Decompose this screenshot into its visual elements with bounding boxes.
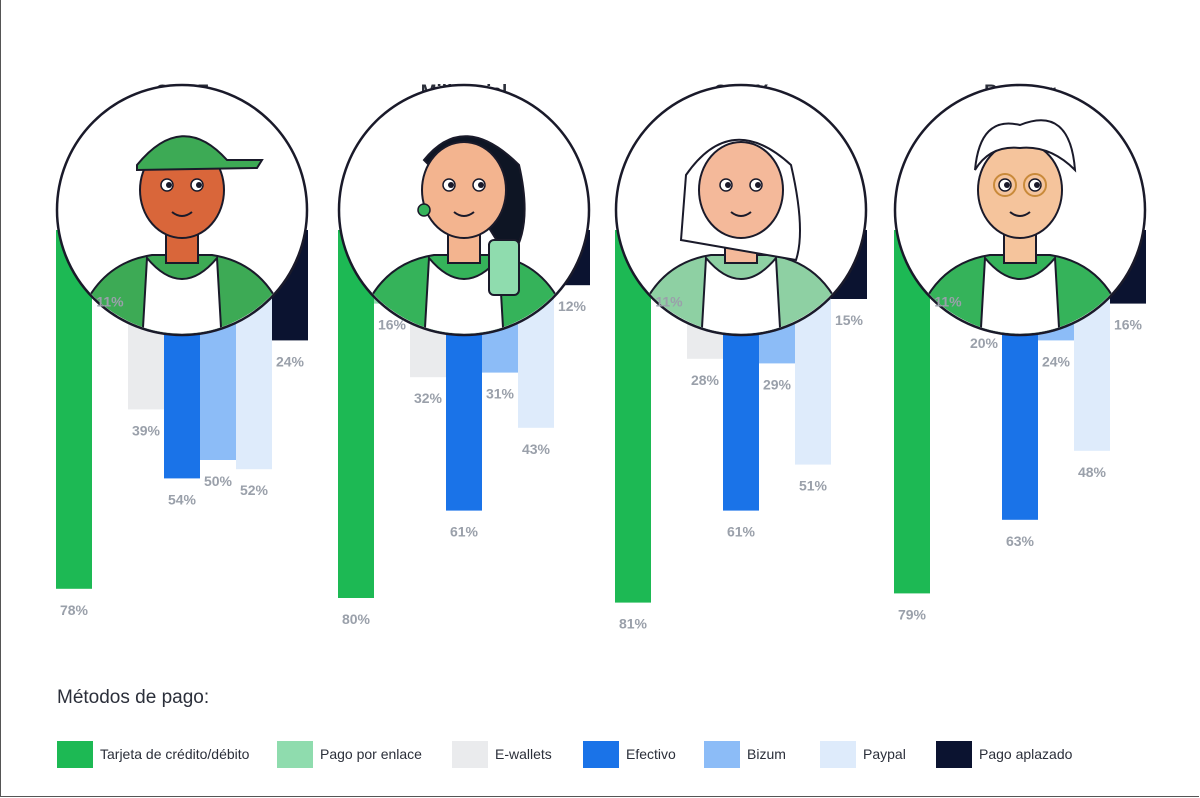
- legend-item: Pago aplazado: [936, 740, 1072, 768]
- data-label: 11%: [655, 294, 683, 310]
- bar: [615, 230, 651, 603]
- data-label: 29%: [763, 376, 792, 392]
- data-label: 39%: [132, 422, 161, 438]
- legend-swatch: [583, 740, 619, 768]
- data-label: 43%: [522, 441, 551, 457]
- data-label: 78%: [60, 602, 89, 618]
- data-label: 50%: [204, 473, 233, 489]
- legend-label: Efectivo: [626, 746, 676, 762]
- legend-swatch: [820, 740, 856, 768]
- chart-canvas: Gen Z78%11%39%54%50%52%24%Millennial80%1…: [55, 82, 1147, 632]
- data-label: 20%: [970, 335, 999, 351]
- legend-item: Bizum: [704, 740, 786, 768]
- legend-item: Paypal: [820, 740, 906, 768]
- legend-label: Pago aplazado: [979, 746, 1073, 762]
- data-label: 61%: [450, 524, 479, 540]
- data-label: 31%: [486, 386, 515, 402]
- legend: Tarjeta de crédito/débito Pago por enlace…: [57, 740, 1157, 772]
- legend-item: Pago por enlace: [277, 740, 422, 768]
- group-illustration: [337, 83, 591, 337]
- data-label: 48%: [1078, 464, 1107, 480]
- data-label: 80%: [342, 611, 371, 627]
- legend-swatch: [277, 740, 313, 768]
- group-illustration: [614, 83, 868, 337]
- data-label: 63%: [1006, 533, 1035, 549]
- legend-label: Tarjeta de crédito/débito: [100, 746, 250, 762]
- data-label: 16%: [1114, 317, 1143, 333]
- legend-label: Paypal: [863, 746, 906, 762]
- legend-label: Pago por enlace: [320, 746, 422, 762]
- data-label: 79%: [898, 606, 927, 622]
- data-label: 24%: [1042, 353, 1071, 369]
- group-illustration: [893, 83, 1147, 337]
- data-label: 16%: [378, 317, 407, 333]
- legend-label: E-wallets: [495, 746, 552, 762]
- data-label: 54%: [168, 491, 197, 507]
- data-label: 15%: [835, 312, 864, 328]
- data-label: 81%: [619, 616, 648, 632]
- legend-item: Tarjeta de crédito/débito: [57, 740, 249, 768]
- data-label: 32%: [414, 390, 443, 406]
- group-illustration: [55, 83, 309, 337]
- legend-swatch: [936, 740, 972, 768]
- legend-item: Efectivo: [583, 740, 676, 768]
- data-label: 28%: [691, 372, 720, 388]
- data-label: 12%: [558, 298, 587, 314]
- legend-swatch: [452, 740, 488, 768]
- data-label: 51%: [799, 478, 828, 494]
- data-label: 11%: [96, 294, 124, 310]
- legend-item: E-wallets: [452, 740, 552, 768]
- data-label: 24%: [276, 353, 305, 369]
- legend-swatch: [704, 740, 740, 768]
- legend-swatch: [57, 740, 93, 768]
- data-label: 52%: [240, 482, 269, 498]
- data-label: 61%: [727, 524, 756, 540]
- legend-title: Métodos de pago:: [57, 687, 210, 708]
- data-label: 11%: [934, 294, 962, 310]
- woman-white-hair-icon: [629, 139, 853, 334]
- legend-label: Bizum: [747, 746, 786, 762]
